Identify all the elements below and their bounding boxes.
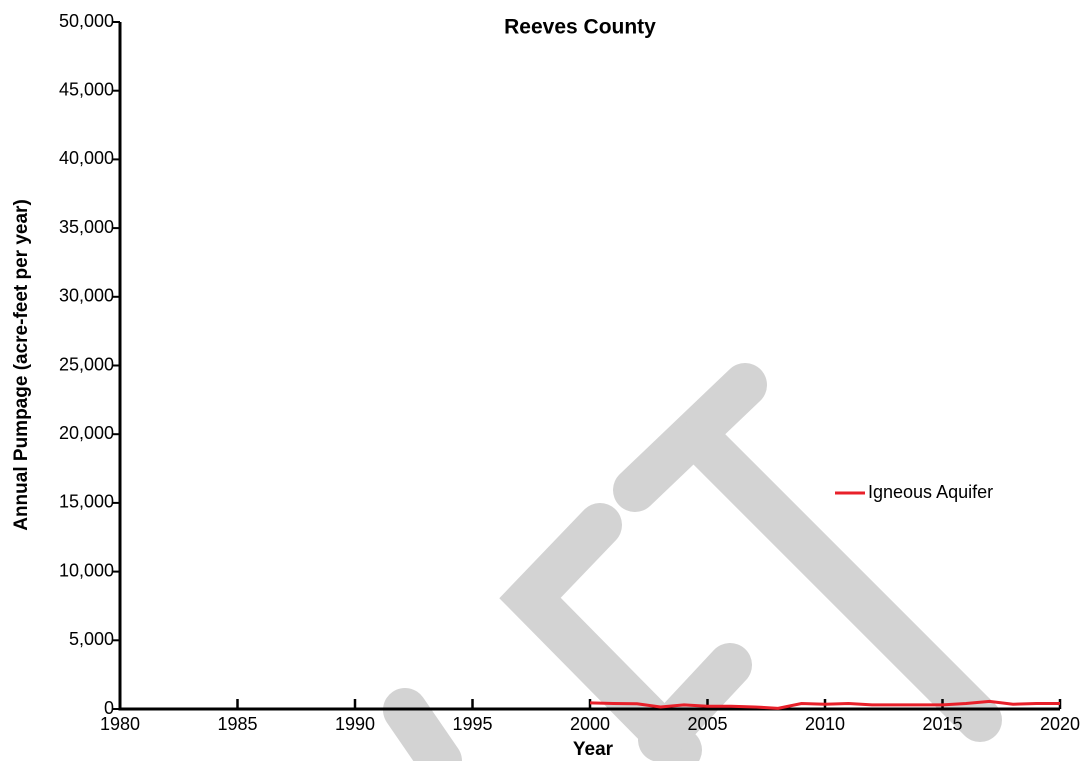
y-tick-label: 30,000	[59, 286, 114, 306]
x-tick-label: 1995	[452, 714, 492, 734]
y-tick-label: 5,000	[69, 629, 114, 649]
y-tick-label: 35,000	[59, 217, 114, 237]
x-tick-label: 2020	[1040, 714, 1080, 734]
legend-label: Igneous Aquifer	[868, 482, 993, 502]
y-tick-label: 40,000	[59, 148, 114, 168]
x-axis-label: Year	[573, 739, 614, 760]
x-tick-label: 2005	[687, 714, 727, 734]
series-line	[589, 699, 1060, 710]
x-tick-label: 2015	[922, 714, 962, 734]
y-tick-label: 45,000	[59, 79, 114, 99]
watermark-stroke	[638, 643, 752, 761]
y-axis-label: Annual Pumpage (acre-feet per year)	[11, 199, 32, 531]
y-tick-label: 15,000	[59, 492, 114, 512]
x-tick-label: 1985	[217, 714, 257, 734]
x-tick-label: 1980	[100, 714, 140, 734]
watermark-stroke	[383, 688, 462, 761]
axis	[118, 22, 1060, 711]
watermark-stroke	[499, 503, 702, 761]
y-tick-label: 20,000	[59, 423, 114, 443]
y-tick-label: 25,000	[59, 354, 114, 374]
watermark	[383, 363, 1002, 761]
x-tick-label: 1990	[335, 714, 375, 734]
y-tick-label: 0	[104, 698, 114, 718]
y-tick-label: 10,000	[59, 560, 114, 580]
x-tick-label: 2010	[805, 714, 845, 734]
y-tick-label: 50,000	[59, 11, 114, 31]
x-tick-label: 2000	[570, 714, 610, 734]
watermark-stroke	[678, 418, 1002, 742]
chart-title: Reeves County	[504, 16, 656, 39]
